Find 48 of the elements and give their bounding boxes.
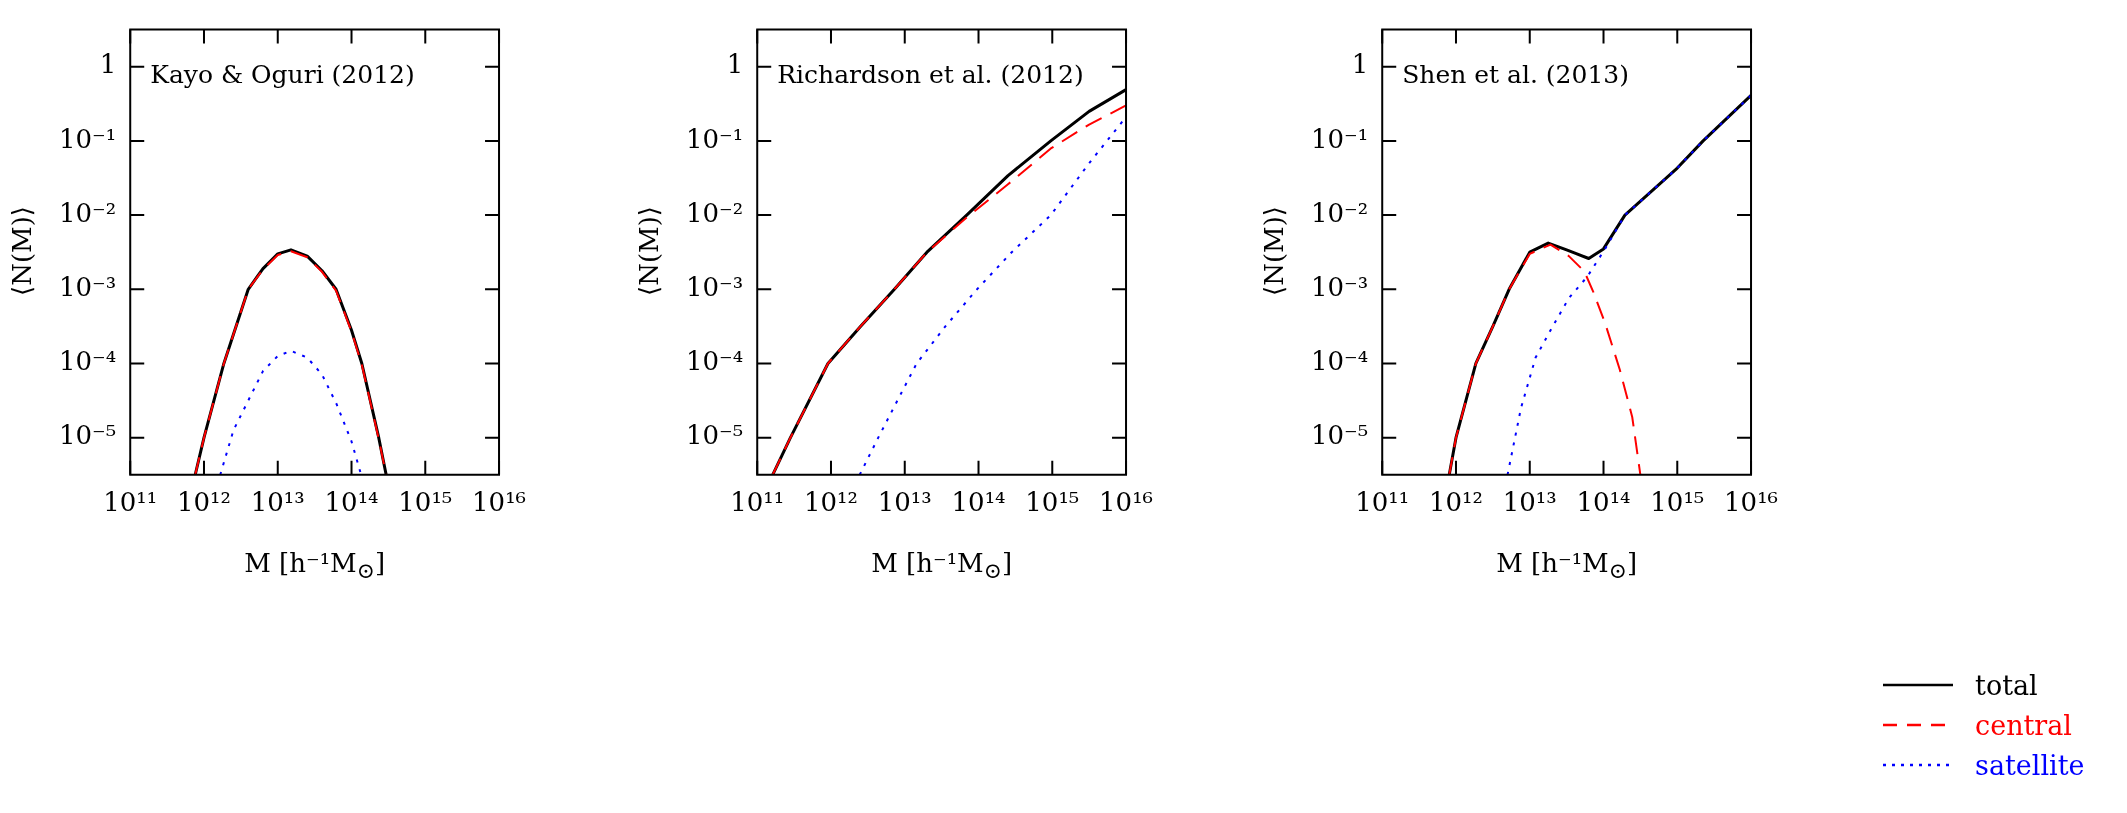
x-tick-label: 10¹⁵ bbox=[1650, 487, 1705, 518]
x-tick-label: 10¹³ bbox=[1502, 487, 1557, 518]
x-tick-label: 10¹⁵ bbox=[398, 487, 453, 518]
y-tick-label: 10⁻⁴ bbox=[1311, 346, 1369, 377]
x-tick-label: 10¹⁴ bbox=[1576, 487, 1631, 518]
y-tick-label: 10⁻⁵ bbox=[1311, 420, 1369, 451]
y-tick-label: 10⁻¹ bbox=[59, 123, 117, 154]
x-tick-label: 10¹⁴ bbox=[324, 487, 379, 518]
legend-label: satellite bbox=[1975, 749, 2085, 781]
y-tick-label: 10⁻¹ bbox=[686, 123, 744, 154]
legend-label: central bbox=[1975, 709, 2073, 741]
y-tick-label: 10⁻³ bbox=[686, 272, 744, 303]
x-tick-label: 10¹⁴ bbox=[951, 487, 1006, 518]
x-tick-label: 10¹¹ bbox=[103, 487, 158, 518]
x-tick-label: 10¹³ bbox=[877, 487, 932, 518]
x-tick-label: 10¹³ bbox=[250, 487, 305, 518]
y-tick-label: 10⁻² bbox=[59, 197, 117, 228]
y-tick-label: 10⁻⁵ bbox=[59, 420, 117, 451]
text: Richardson et al. (2012) bbox=[777, 59, 1084, 89]
x-axis-title: M [h⁻¹M$_{⊙}$] bbox=[870, 548, 1014, 584]
x-tick-label: 10¹¹ bbox=[730, 487, 785, 518]
y-tick-label: 10⁻³ bbox=[1311, 272, 1369, 303]
x-tick-label: 10¹⁵ bbox=[1025, 487, 1080, 518]
y-axis-title: ⟨N(M)⟩ bbox=[7, 205, 37, 299]
y-tick-label: 10⁻³ bbox=[59, 272, 117, 303]
x-axis-title: M [h⁻¹M$_{⊙}$] bbox=[243, 548, 387, 584]
y-tick-label: 1 bbox=[726, 49, 744, 80]
y-tick-label: 10⁻¹ bbox=[1311, 123, 1369, 154]
y-axis-title: ⟨N(M)⟩ bbox=[634, 205, 664, 299]
x-tick-label: 10¹² bbox=[177, 487, 231, 518]
x-tick-label: 10¹² bbox=[804, 487, 858, 518]
y-tick-label: 10⁻⁴ bbox=[686, 346, 744, 377]
text: Shen et al. (2013) bbox=[1402, 59, 1630, 89]
y-tick-label: 10⁻² bbox=[1311, 197, 1369, 228]
x-tick-label: 10¹⁶ bbox=[1724, 487, 1778, 518]
y-tick-label: 10⁻⁴ bbox=[59, 346, 117, 377]
y-axis-title: ⟨N(M)⟩ bbox=[1259, 205, 1289, 299]
x-tick-label: 10¹⁶ bbox=[1099, 487, 1153, 518]
y-tick-label: 10⁻⁵ bbox=[686, 420, 744, 451]
x-tick-label: 10¹¹ bbox=[1355, 487, 1410, 518]
y-tick-label: 1 bbox=[99, 49, 117, 80]
y-tick-label: 10⁻² bbox=[686, 197, 744, 228]
legend-label: total bbox=[1975, 669, 2038, 701]
text: Kayo & Oguri (2012) bbox=[150, 59, 415, 89]
x-tick-label: 10¹⁶ bbox=[472, 487, 526, 518]
x-axis-title: M [h⁻¹M$_{⊙}$] bbox=[1495, 548, 1639, 584]
y-tick-label: 1 bbox=[1351, 49, 1369, 80]
x-tick-label: 10¹² bbox=[1429, 487, 1483, 518]
